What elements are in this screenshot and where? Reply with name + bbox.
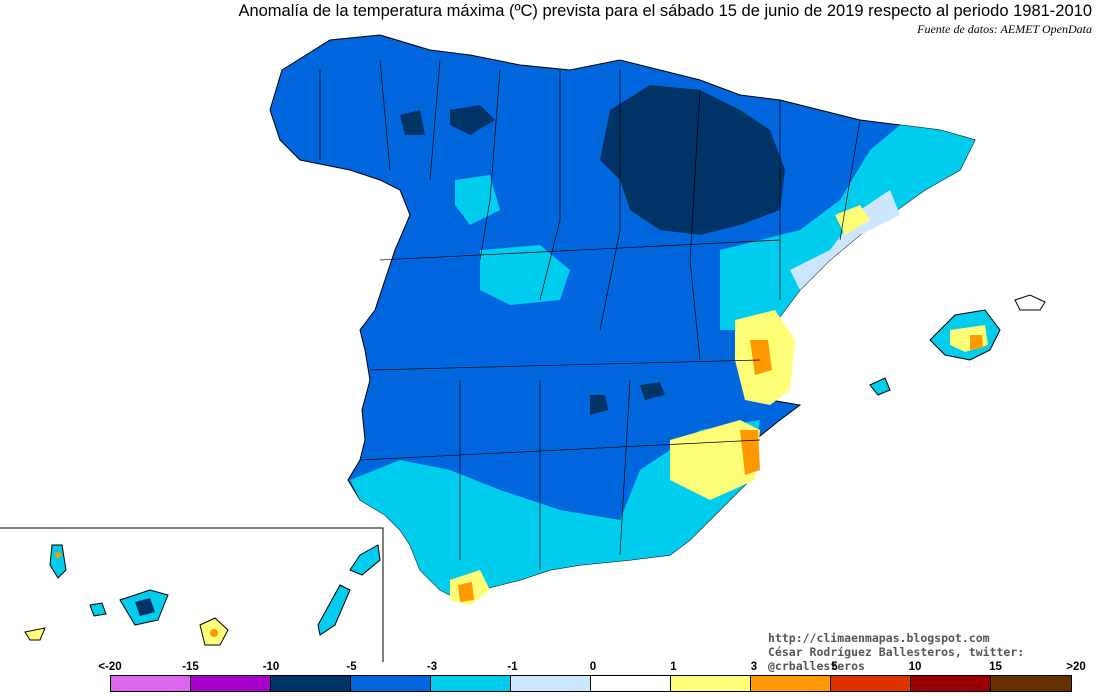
hierro <box>24 627 46 641</box>
mallorca-hot-spot <box>970 335 983 350</box>
gran-canaria-hot-spot <box>210 629 218 637</box>
legend-tick-label: 1 <box>670 661 677 673</box>
lanzarote <box>349 544 381 576</box>
legend-tick-label: -15 <box>182 661 199 673</box>
legend-tick-label: 15 <box>989 661 1002 673</box>
peninsula <box>269 34 976 605</box>
legend <box>110 675 1072 692</box>
province-borders <box>319 59 861 570</box>
legend-swatch <box>431 676 511 691</box>
legend-tick-label: -5 <box>346 661 357 673</box>
legend-tick-label: <-20 <box>98 661 122 673</box>
slightly-cool-area-east <box>790 190 900 290</box>
legend-swatch <box>591 676 671 691</box>
credits-author: César Rodríguez Ballesteros, twitter: @c… <box>768 645 1025 673</box>
legend-swatch <box>991 676 1071 691</box>
cool-area-north <box>455 175 500 225</box>
balearic-islands <box>869 294 1046 396</box>
very-cold-area <box>600 85 785 235</box>
legend-swatch <box>831 676 911 691</box>
hot-area-malaga <box>458 582 474 602</box>
data-source: Fuente de datos: AEMET OpenData <box>917 22 1092 36</box>
legend-tick-label: 5 <box>831 661 838 673</box>
ibiza <box>869 377 891 396</box>
legend-tick-label: 0 <box>589 661 597 673</box>
legend-swatch <box>511 676 591 691</box>
legend-swatch <box>191 676 271 691</box>
hot-area-valencia <box>750 340 772 375</box>
legend-tick-label: 10 <box>908 661 922 673</box>
legend-tick-label: -10 <box>262 661 280 673</box>
menorca <box>1014 294 1046 311</box>
legend-swatch <box>271 676 351 691</box>
la-palma-warm-spot <box>55 552 61 558</box>
very-cold-spot-2 <box>400 110 425 135</box>
warm-area-catalonia <box>835 205 870 235</box>
legend-tick-label: 3 <box>750 661 758 673</box>
legend-swatch <box>911 676 991 691</box>
legend-swatch <box>111 676 191 691</box>
canary-inset-frame <box>0 527 384 662</box>
fuerteventura <box>317 584 351 636</box>
legend-tick-label: -1 <box>507 661 518 673</box>
very-cold-spot-3 <box>590 395 608 415</box>
legend-swatch <box>671 676 751 691</box>
legend-labels: <-20 -15 -10 -5 -3 -1 0 1 3 5 10 15 >20 <box>0 661 1098 675</box>
canary-inset <box>0 527 384 662</box>
very-cold-spot-1 <box>450 105 495 135</box>
gomera <box>89 602 107 617</box>
legend-tick-label: >20 <box>1066 661 1086 673</box>
legend-tick-label: -3 <box>426 661 438 673</box>
legend-swatch <box>751 676 831 691</box>
map-title: Anomalía de la temperatura máxima (ºC) p… <box>238 2 1092 20</box>
cool-area-south <box>350 420 760 600</box>
credits-url[interactable]: http://climaenmapas.blogspot.com <box>768 631 990 645</box>
credits: http://climaenmapas.blogspot.com César R… <box>768 631 1098 673</box>
very-cold-spot-4 <box>640 382 665 400</box>
cool-area-center <box>480 245 570 305</box>
tenerife-cold-area <box>135 598 155 616</box>
warm-area-murcia <box>670 420 760 500</box>
la-palma <box>49 544 67 579</box>
hot-area-alicante <box>740 430 760 475</box>
legend-swatch <box>351 676 431 691</box>
